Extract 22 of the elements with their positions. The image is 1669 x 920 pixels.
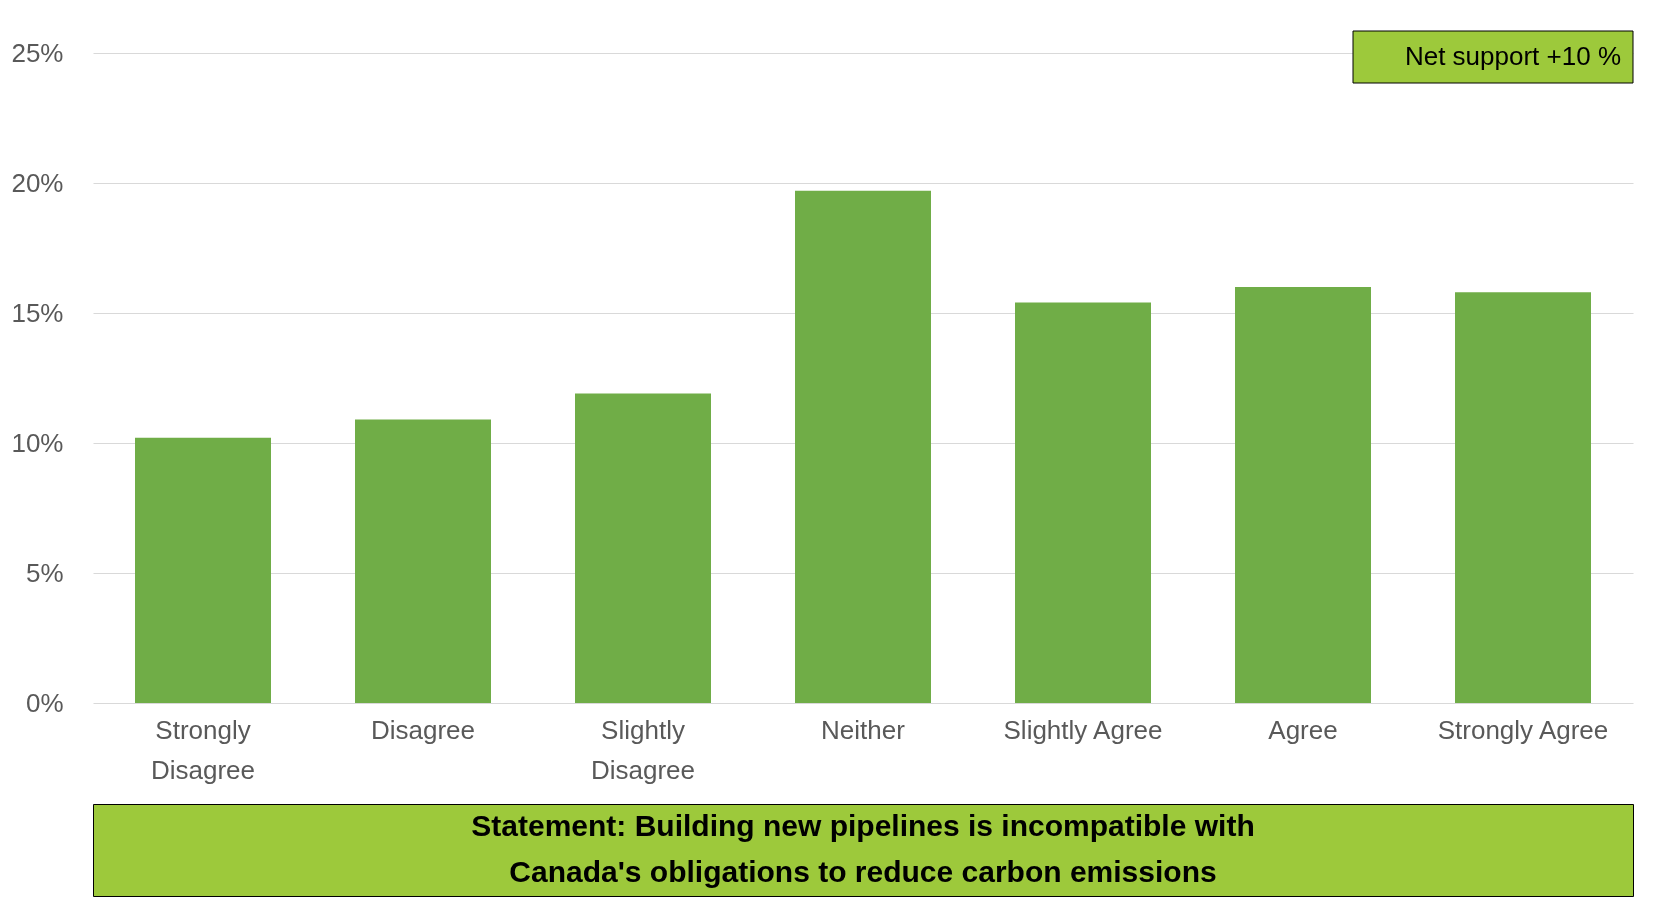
- bar: [1235, 287, 1371, 703]
- bar: [355, 419, 491, 703]
- x-tick-label: Strongly Disagree: [150, 714, 256, 785]
- y-tick-label: 10%: [11, 427, 64, 458]
- bar: [1015, 302, 1151, 703]
- text: Statement: Building new pipelines is incompatible with Canada's obligations to reduce carbon emissions: [471, 809, 1255, 888]
- x-tick-label: Slightly Agree: [1003, 714, 1163, 745]
- annotation: Net support +10 %: [1404, 41, 1621, 71]
- bar: [135, 437, 271, 703]
- bar: [1455, 292, 1591, 703]
- y-tick-label: 0%: [25, 687, 64, 718]
- x-tick-label: Agree: [1268, 714, 1338, 745]
- x-tick-label: Neither: [821, 714, 906, 745]
- y-tick-label: 5%: [25, 557, 64, 588]
- bar: [795, 190, 931, 703]
- y-tick-label: 25%: [11, 37, 64, 68]
- x-tick-label: Disagree: [370, 714, 476, 745]
- x-tick-label: Slightly Disagree: [590, 714, 696, 785]
- x-tick-label: Strongly Agree: [1437, 714, 1609, 745]
- bar: [575, 393, 711, 703]
- y-tick-label: 20%: [11, 167, 64, 198]
- y-tick-label: 15%: [11, 297, 64, 328]
